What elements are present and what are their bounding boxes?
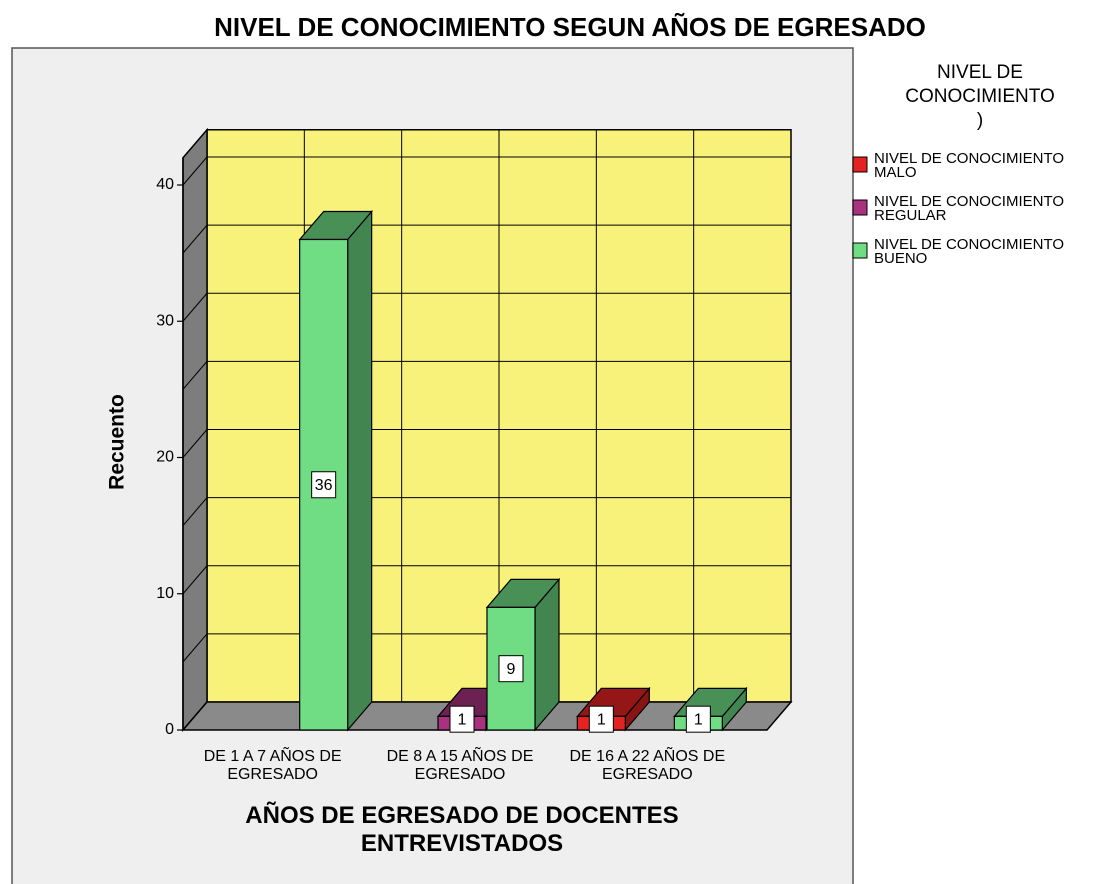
value-label-box — [685, 705, 711, 733]
minor-grid-line — [182, 361, 208, 390]
y-tick-label: 40 — [156, 176, 174, 193]
grid-line — [182, 701, 208, 731]
legend-swatch — [852, 199, 868, 216]
value-label: 1 — [694, 711, 703, 728]
legend-label: NIVEL DE CONOCIMIENTO MALO — [874, 150, 1064, 181]
bar-side — [347, 209, 373, 732]
legend-swatch — [852, 242, 868, 259]
side-wall — [182, 127, 208, 733]
x-tick-label: DE 16 A 22 AÑOS DE EGRESADO — [570, 745, 726, 783]
legend-title: NIVEL DE CONOCIMIENTO) — [905, 62, 1055, 131]
grid-line — [182, 156, 208, 186]
legend-swatch — [852, 156, 868, 173]
y-tick-label: 30 — [156, 312, 174, 329]
y-tick-label: 10 — [156, 585, 174, 602]
value-label: 9 — [507, 661, 516, 678]
x-axis-title: AÑOS DE EGRESADO DE DOCENTES ENTREVISTADO… — [245, 801, 678, 857]
x-tick-label: DE 1 A 7 AÑOS DE EGRESADO — [204, 745, 342, 783]
value-label: 36 — [315, 477, 333, 494]
minor-grid-line — [182, 633, 208, 663]
legend-label: NIVEL DE CONOCIMIENTO BUENO — [874, 236, 1064, 267]
value-label-box — [311, 471, 337, 499]
legend-label: NIVEL DE CONOCIMIENTO REGULAR — [874, 193, 1064, 224]
y-tick-label: 20 — [156, 449, 174, 466]
value-label-box — [449, 705, 475, 733]
y-tick-label: 0 — [165, 721, 174, 738]
y-axis-title: Recuento — [106, 394, 129, 490]
grid-line — [182, 292, 208, 322]
value-label: 1 — [597, 711, 606, 728]
value-label-box — [498, 655, 524, 683]
minor-grid-line — [182, 224, 208, 254]
grid-line — [182, 429, 208, 458]
grid-line — [182, 565, 208, 595]
minor-grid-line — [182, 497, 208, 526]
chart-title: NIVEL DE CONOCIMIENTO SEGUN AÑOS DE EGRE… — [214, 12, 926, 42]
value-label: 1 — [458, 711, 467, 728]
value-label-box — [588, 705, 614, 733]
x-tick-label: DE 8 A 15 AÑOS DE EGRESADO — [387, 745, 534, 783]
